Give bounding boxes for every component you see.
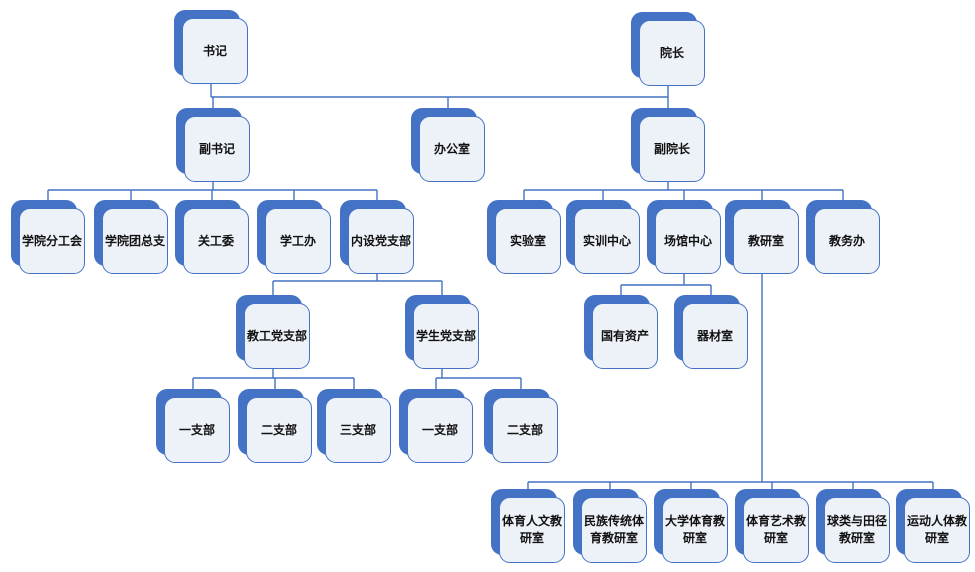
org-node-mzct: 民族传统体育教研室 (573, 489, 647, 563)
node-face: 民族传统体育教研室 (581, 497, 647, 563)
org-node-fushuji: 副书记 (176, 108, 250, 182)
node-label: 球类与田径教研室 (826, 514, 887, 545)
org-node-tuanzongzhi: 学院团总支 (94, 200, 168, 274)
org-node-zb1a: 一支部 (156, 389, 230, 463)
node-face: 体育人文教研室 (499, 497, 565, 563)
node-label: 教务办 (828, 233, 865, 248)
org-node-jiaoyanshi: 教研室 (725, 200, 799, 274)
org-node-zb3a: 三支部 (317, 389, 391, 463)
node-label: 副院长 (653, 141, 690, 156)
org-node-shiyanshi: 实验室 (487, 200, 561, 274)
node-label: 一支部 (421, 422, 458, 437)
org-node-jiaogong: 教工党支部 (236, 295, 310, 369)
node-face: 国有资产 (592, 303, 658, 369)
node-face: 运动人体教研室 (904, 497, 970, 563)
org-node-qltj: 球类与田径教研室 (816, 489, 890, 563)
node-label: 学院分工会 (21, 233, 82, 248)
node-face: 学工办 (265, 208, 331, 274)
node-label: 实训中心 (582, 233, 631, 248)
node-label: 内设党支部 (350, 233, 411, 248)
node-label: 书记 (202, 43, 227, 58)
node-label: 学生党支部 (415, 328, 476, 343)
org-node-qicai: 器材室 (674, 295, 748, 369)
org-node-zb2b: 二支部 (484, 389, 558, 463)
node-label: 办公室 (433, 141, 470, 156)
node-label: 教研室 (747, 233, 784, 248)
node-face: 球类与田径教研室 (824, 497, 890, 563)
node-label: 民族传统体育教研室 (583, 514, 644, 545)
node-label: 副书记 (198, 141, 235, 156)
node-label: 院长 (659, 45, 684, 60)
node-label: 运动人体教研室 (906, 514, 967, 545)
node-label: 大学体育教研室 (664, 514, 725, 545)
node-face: 二支部 (492, 397, 558, 463)
node-face: 实训中心 (574, 208, 640, 274)
node-face: 大学体育教研室 (662, 497, 728, 563)
org-node-xuesheng: 学生党支部 (405, 295, 479, 369)
node-label: 教工党支部 (246, 328, 307, 343)
node-label: 国有资产 (600, 328, 649, 343)
node-face: 教研室 (733, 208, 799, 274)
org-node-shixun: 实训中心 (566, 200, 640, 274)
node-label: 二支部 (260, 422, 297, 437)
org-node-yuanzhang: 院长 (631, 12, 705, 86)
node-label: 学工办 (279, 233, 316, 248)
node-face: 一支部 (407, 397, 473, 463)
org-node-jiaowuban: 教务办 (806, 200, 880, 274)
node-label: 器材室 (696, 328, 733, 343)
node-face: 副院长 (639, 116, 705, 182)
node-face: 内设党支部 (348, 208, 414, 274)
org-node-xuegongban: 学工办 (257, 200, 331, 274)
node-face: 二支部 (246, 397, 312, 463)
node-label: 体育人文教研室 (501, 514, 562, 545)
node-face: 书记 (182, 18, 248, 84)
org-node-ydrt: 运动人体教研室 (896, 489, 970, 563)
node-label: 场馆中心 (663, 233, 712, 248)
node-face: 学院分工会 (19, 208, 85, 274)
node-face: 教工党支部 (244, 303, 310, 369)
org-node-neidang: 内设党支部 (340, 200, 414, 274)
node-face: 学生党支部 (413, 303, 479, 369)
org-node-tyys: 体育艺术教研室 (735, 489, 809, 563)
node-face: 体育艺术教研室 (743, 497, 809, 563)
node-face: 学院团总支 (102, 208, 168, 274)
node-face: 教务办 (814, 208, 880, 274)
org-node-zb1b: 一支部 (399, 389, 473, 463)
org-node-fengonghui: 学院分工会 (11, 200, 85, 274)
node-face: 场馆中心 (655, 208, 721, 274)
node-face: 一支部 (164, 397, 230, 463)
node-label: 二支部 (506, 422, 543, 437)
org-node-dxty: 大学体育教研室 (654, 489, 728, 563)
org-node-fuyuanzhang: 副院长 (631, 108, 705, 182)
node-label: 体育艺术教研室 (745, 514, 806, 545)
org-node-bangongshi: 办公室 (411, 108, 485, 182)
node-face: 办公室 (419, 116, 485, 182)
node-face: 实验室 (495, 208, 561, 274)
org-node-changguan: 场馆中心 (647, 200, 721, 274)
org-node-guoyou: 国有资产 (584, 295, 658, 369)
node-face: 院长 (639, 20, 705, 86)
org-node-shuji: 书记 (174, 10, 248, 84)
org-node-guangongwei: 关工委 (175, 200, 249, 274)
node-label: 三支部 (339, 422, 376, 437)
node-face: 关工委 (183, 208, 249, 274)
node-face: 器材室 (682, 303, 748, 369)
node-label: 关工委 (197, 233, 234, 248)
org-node-tyrw: 体育人文教研室 (491, 489, 565, 563)
node-label: 实验室 (509, 233, 546, 248)
node-face: 三支部 (325, 397, 391, 463)
org-node-zb2a: 二支部 (238, 389, 312, 463)
node-label: 一支部 (178, 422, 215, 437)
node-face: 副书记 (184, 116, 250, 182)
node-label: 学院团总支 (104, 233, 165, 248)
